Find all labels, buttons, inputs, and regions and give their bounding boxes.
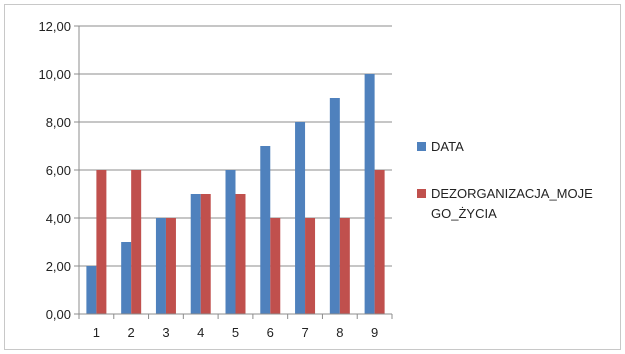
- bars: [86, 74, 385, 314]
- legend-swatch: [417, 142, 426, 151]
- bar-dezorganizacja-2: [131, 170, 142, 314]
- axes: [78, 26, 392, 315]
- bar-data-3: [155, 218, 166, 314]
- y-tick-label: 2,00: [46, 259, 71, 274]
- x-tick-label: 1: [93, 325, 100, 340]
- bar-data-4: [190, 194, 201, 314]
- legend-swatch: [417, 189, 426, 198]
- bar-dezorganizacja-7: [305, 218, 316, 314]
- y-tick-label: 8,00: [46, 115, 71, 130]
- legend-label: DATA: [431, 139, 464, 154]
- x-axis-ticks: 1 2 3 4 5 6 7 8 9: [78, 314, 393, 340]
- x-tick-label: 7: [301, 325, 308, 340]
- chart-frame: 0,00 2,00 4,00 6,00 8,00 10,00 12,00 1 2 3 4 5 6 7 8 9…: [4, 4, 621, 350]
- bar-data-8: [329, 98, 340, 314]
- x-tick-label: 6: [267, 325, 274, 340]
- y-tick-label: 12,00: [38, 19, 71, 34]
- bar-dezorganizacja-4: [200, 194, 211, 314]
- bar-data-7: [295, 122, 306, 314]
- x-tick-label: 5: [232, 325, 239, 340]
- bar-dezorganizacja-3: [165, 218, 176, 314]
- legend-label: DEZORGANIZACJA_MOJE: [431, 186, 593, 201]
- y-tick-label: 6,00: [46, 163, 71, 178]
- bar-dezorganizacja-8: [339, 218, 350, 314]
- legend-label: GO_ŻYCIA: [431, 206, 497, 221]
- x-tick-label: 2: [128, 325, 135, 340]
- y-tick-label: 0,00: [46, 307, 71, 322]
- bar-chart: 0,00 2,00 4,00 6,00 8,00 10,00 12,00 1 2 3 4 5 6 7 8 9…: [38, 19, 593, 340]
- x-tick-label: 4: [197, 325, 204, 340]
- bar-dezorganizacja-5: [235, 194, 246, 314]
- bar-data-5: [225, 170, 236, 314]
- x-tick-label: 3: [162, 325, 169, 340]
- bar-dezorganizacja-6: [270, 218, 281, 314]
- x-tick-label: 9: [371, 325, 378, 340]
- y-axis-ticks: 0,00 2,00 4,00 6,00 8,00 10,00 12,00: [38, 19, 79, 322]
- bar-data-9: [364, 74, 375, 314]
- x-tick-label: 8: [336, 325, 343, 340]
- y-tick-label: 4,00: [46, 211, 71, 226]
- bar-data-6: [260, 146, 271, 314]
- bar-data-1: [86, 266, 97, 314]
- bar-data-2: [121, 242, 132, 314]
- y-tick-label: 10,00: [38, 67, 71, 82]
- legend: DATA DEZORGANIZACJA_MOJE GO_ŻYCIA: [417, 139, 593, 221]
- bar-dezorganizacja-1: [96, 170, 107, 314]
- bar-dezorganizacja-9: [374, 170, 385, 314]
